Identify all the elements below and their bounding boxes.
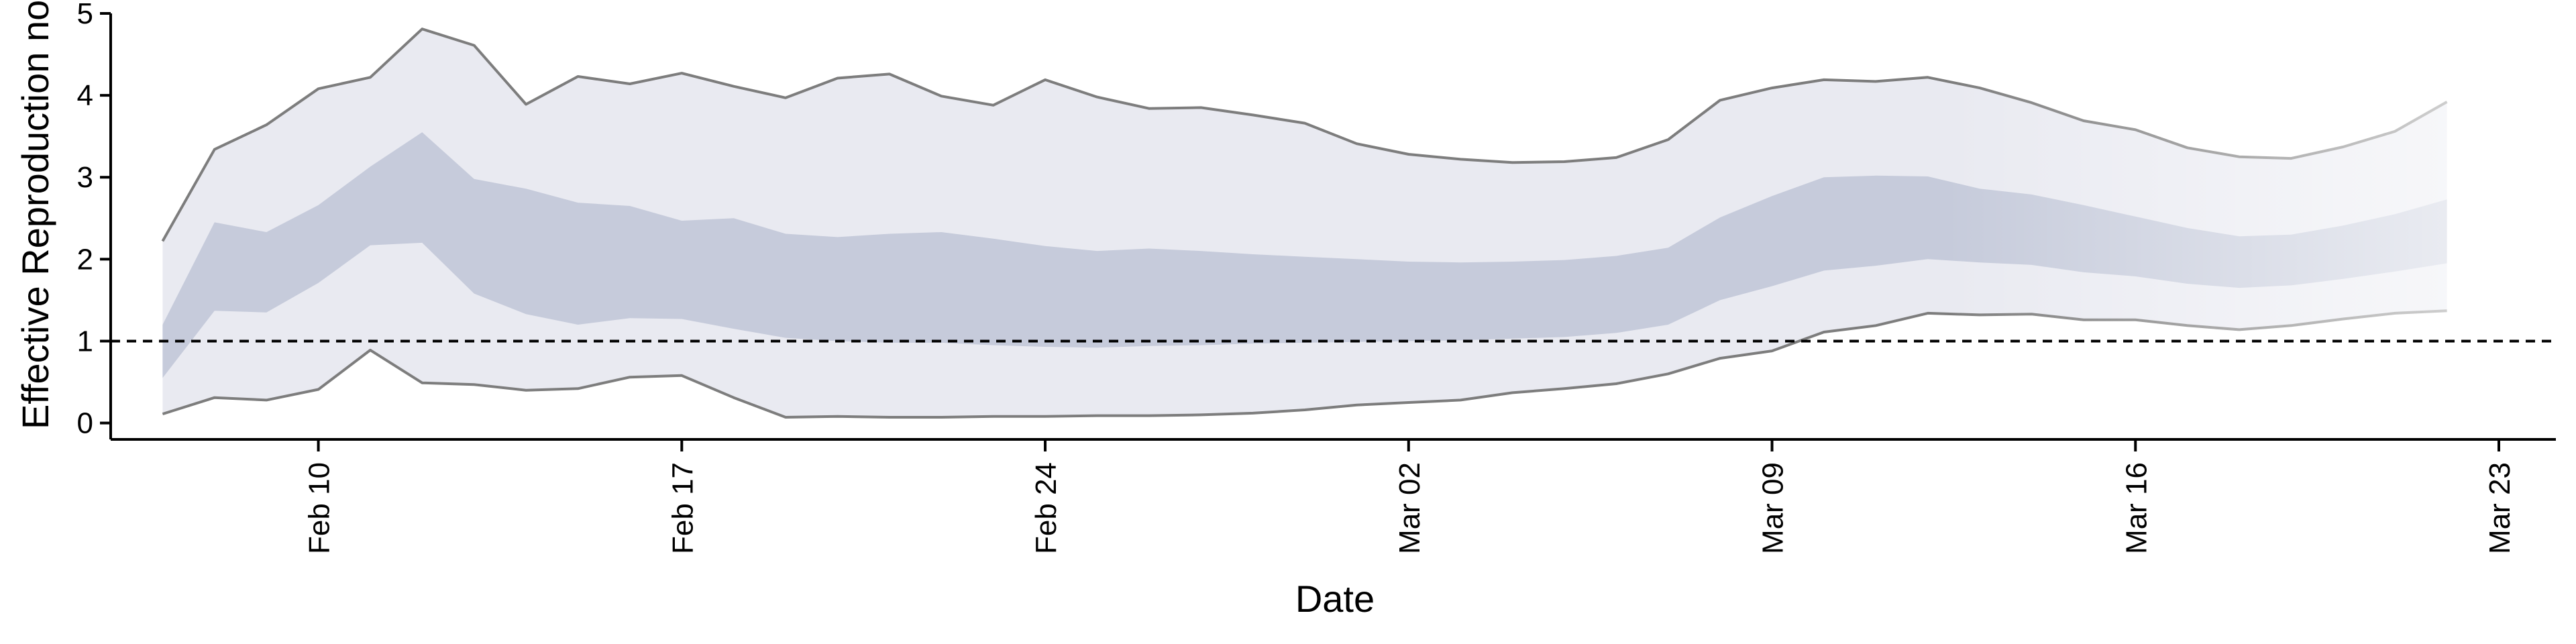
x-axis: Feb 10 Feb 17 Feb 24 Mar 02 Mar 09 Mar 16 Mar … — [111, 438, 2556, 554]
y-tick-label: 4 — [77, 79, 93, 112]
projection-fade — [1945, 13, 2455, 439]
y-axis: 0 1 2 3 4 5 — [77, 0, 112, 440]
y-tick-label: 3 — [77, 161, 93, 194]
y-tick-label: 5 — [77, 0, 93, 30]
plot-area — [111, 13, 2556, 439]
x-tick-label: Feb 17 — [666, 462, 699, 554]
x-tick-label: Mar 23 — [2483, 462, 2516, 554]
x-tick-label: Mar 02 — [1393, 462, 1426, 554]
y-axis-title: Effective Reproduction no — [14, 0, 56, 429]
ci-50-band — [162, 132, 2447, 378]
y-tick-label: 1 — [77, 325, 93, 358]
x-tick-label: Mar 16 — [2120, 462, 2153, 554]
y-tick-label: 2 — [77, 243, 93, 276]
x-tick-label: Mar 09 — [1757, 462, 1790, 554]
x-axis-title: Date — [1295, 578, 1375, 620]
x-tick-label: Feb 24 — [1030, 462, 1063, 554]
y-tick-label: 0 — [77, 407, 93, 440]
x-tick-label: Feb 10 — [303, 462, 336, 554]
